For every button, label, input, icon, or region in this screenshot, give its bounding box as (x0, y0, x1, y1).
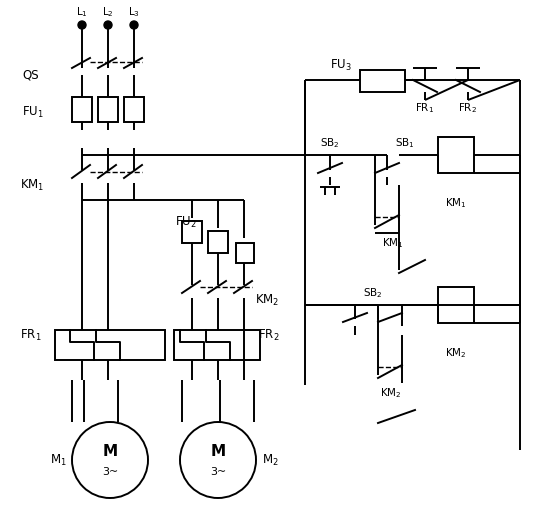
Text: KM$_1$: KM$_1$ (20, 177, 45, 193)
Bar (55, 330, 165, 360)
Text: KM$_2$: KM$_2$ (255, 293, 279, 307)
Text: FU$_2$: FU$_2$ (175, 215, 197, 229)
Text: M$_2$: M$_2$ (262, 452, 279, 468)
Circle shape (130, 21, 138, 29)
Bar (98, 97, 118, 122)
Text: 3~: 3~ (102, 467, 118, 477)
Text: FU$_3$: FU$_3$ (330, 57, 352, 73)
Text: M$_1$: M$_1$ (50, 452, 67, 468)
Bar (174, 330, 260, 360)
Circle shape (78, 21, 86, 29)
Bar (438, 287, 474, 323)
Circle shape (104, 21, 112, 29)
Bar (208, 231, 228, 253)
Text: FR$_1$: FR$_1$ (415, 101, 434, 115)
Text: M: M (103, 444, 118, 459)
Bar (124, 97, 144, 122)
Text: FR$_1$: FR$_1$ (20, 328, 41, 342)
Text: FR$_2$: FR$_2$ (258, 328, 279, 342)
Bar (72, 97, 92, 122)
Text: SB$_1$: SB$_1$ (395, 136, 415, 150)
Text: FR$_2$: FR$_2$ (459, 101, 477, 115)
Text: KM$_1$: KM$_1$ (382, 236, 404, 250)
Text: L$_3$: L$_3$ (128, 5, 140, 19)
Text: SB$_2$: SB$_2$ (320, 136, 340, 150)
Bar (438, 137, 474, 173)
Text: L$_2$: L$_2$ (102, 5, 114, 19)
Text: SB$_2$: SB$_2$ (363, 286, 383, 300)
Text: KM$_2$: KM$_2$ (445, 346, 467, 360)
Text: KM$_1$: KM$_1$ (445, 196, 467, 210)
Text: 3~: 3~ (210, 467, 226, 477)
Bar (182, 221, 202, 243)
Text: L$_1$: L$_1$ (76, 5, 88, 19)
Text: M: M (211, 444, 226, 459)
Text: KM$_2$: KM$_2$ (380, 386, 402, 400)
Text: QS: QS (22, 68, 39, 81)
Bar (236, 243, 254, 263)
Text: FU$_1$: FU$_1$ (22, 105, 44, 119)
Bar (360, 70, 405, 92)
